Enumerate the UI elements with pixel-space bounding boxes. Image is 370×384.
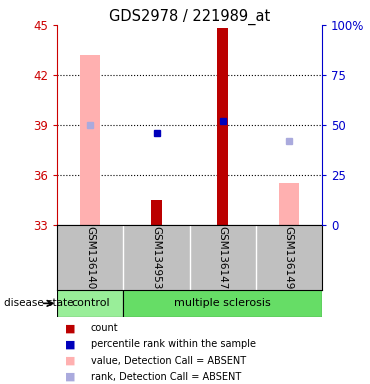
- Bar: [81, 55, 100, 225]
- Bar: [217, 28, 228, 225]
- Text: multiple sclerosis: multiple sclerosis: [174, 298, 271, 308]
- Text: percentile rank within the sample: percentile rank within the sample: [91, 339, 256, 349]
- Text: GSM136147: GSM136147: [218, 225, 228, 289]
- Text: GSM136140: GSM136140: [85, 226, 95, 289]
- Text: GSM136149: GSM136149: [284, 225, 294, 289]
- Text: value, Detection Call = ABSENT: value, Detection Call = ABSENT: [91, 356, 246, 366]
- Text: control: control: [71, 298, 110, 308]
- Text: ■: ■: [65, 339, 75, 349]
- Bar: [124, 290, 322, 317]
- Bar: [57, 290, 124, 317]
- Text: GSM134953: GSM134953: [152, 225, 162, 289]
- Bar: [279, 183, 299, 225]
- Text: ■: ■: [65, 372, 75, 382]
- Bar: [151, 200, 162, 225]
- Text: count: count: [91, 323, 118, 333]
- Text: ■: ■: [65, 323, 75, 333]
- Text: ■: ■: [65, 356, 75, 366]
- Text: disease state: disease state: [4, 298, 73, 308]
- Text: rank, Detection Call = ABSENT: rank, Detection Call = ABSENT: [91, 372, 241, 382]
- Title: GDS2978 / 221989_at: GDS2978 / 221989_at: [109, 9, 270, 25]
